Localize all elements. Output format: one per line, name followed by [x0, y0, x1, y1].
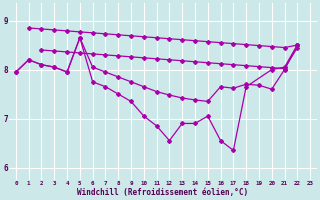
X-axis label: Windchill (Refroidissement éolien,°C): Windchill (Refroidissement éolien,°C)	[77, 188, 249, 197]
